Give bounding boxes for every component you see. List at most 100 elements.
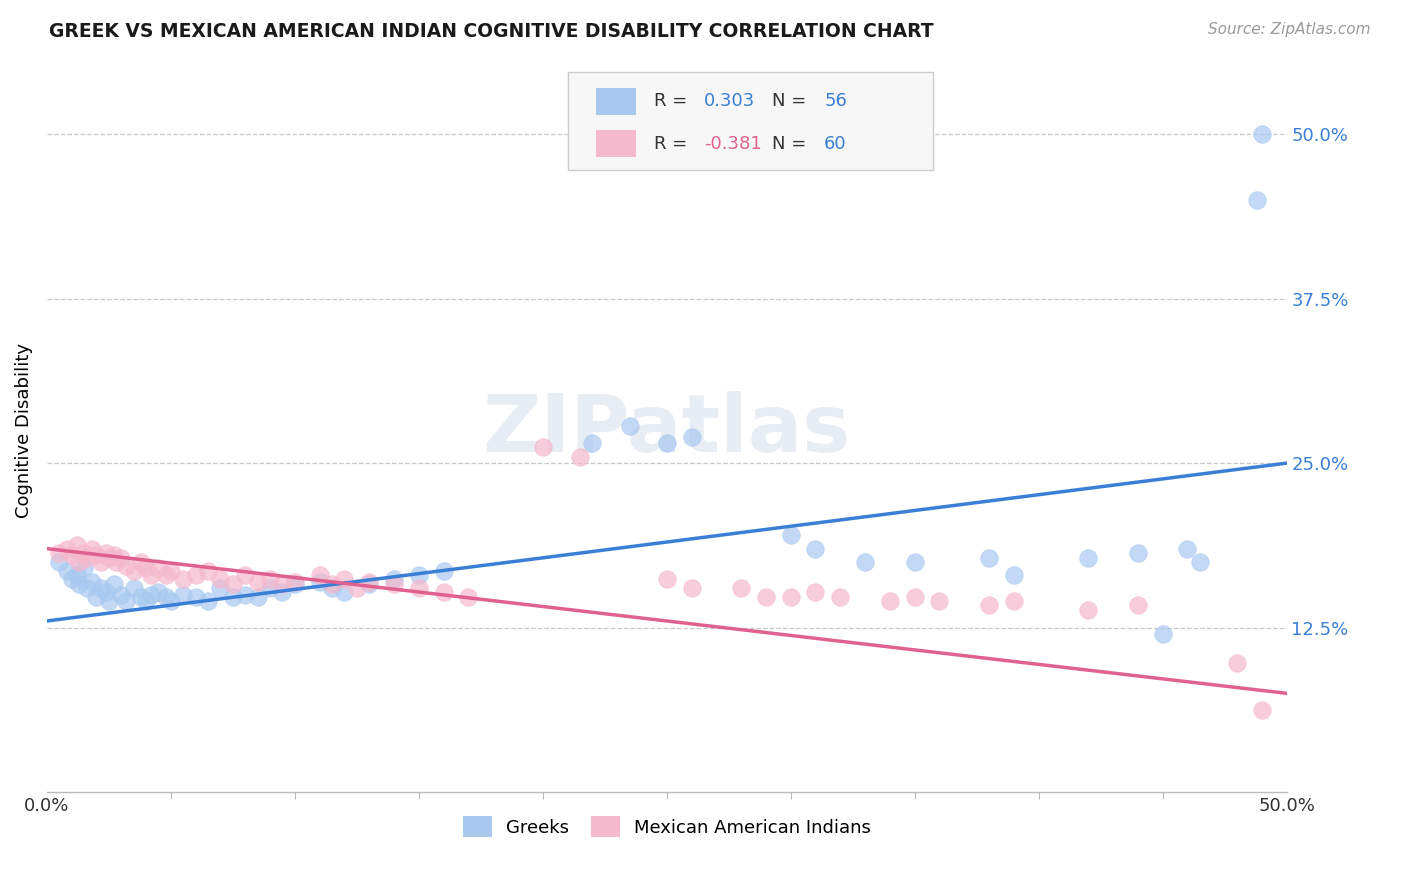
Point bbox=[904, 555, 927, 569]
Point bbox=[76, 550, 98, 565]
Point bbox=[655, 572, 678, 586]
Point bbox=[1250, 128, 1272, 142]
Point bbox=[382, 577, 405, 591]
Point bbox=[619, 419, 641, 434]
Point bbox=[432, 564, 454, 578]
Point bbox=[129, 555, 152, 569]
Point bbox=[581, 436, 603, 450]
Point bbox=[284, 577, 307, 591]
Point bbox=[80, 541, 103, 556]
Point bbox=[209, 581, 232, 595]
Y-axis label: Cognitive Disability: Cognitive Disability bbox=[15, 343, 32, 517]
Point bbox=[60, 572, 83, 586]
Point bbox=[382, 572, 405, 586]
Point bbox=[97, 594, 120, 608]
Point bbox=[1226, 656, 1249, 670]
Text: R =: R = bbox=[654, 135, 693, 153]
Point bbox=[97, 550, 120, 565]
Point bbox=[155, 568, 177, 582]
Point bbox=[333, 585, 356, 599]
Point bbox=[432, 585, 454, 599]
Point bbox=[209, 572, 232, 586]
Legend: Greeks, Mexican American Indians: Greeks, Mexican American Indians bbox=[456, 809, 879, 845]
Point bbox=[110, 550, 132, 565]
Point bbox=[110, 588, 132, 602]
Text: ZIPatlas: ZIPatlas bbox=[482, 392, 851, 469]
Point bbox=[1126, 545, 1149, 559]
Point bbox=[359, 574, 381, 589]
Point bbox=[60, 548, 83, 562]
Point bbox=[977, 598, 1000, 612]
Point bbox=[115, 594, 138, 608]
Point bbox=[1077, 603, 1099, 617]
Point bbox=[155, 591, 177, 605]
Point bbox=[96, 585, 118, 599]
Point bbox=[779, 528, 801, 542]
Point bbox=[139, 588, 162, 602]
Point bbox=[184, 591, 207, 605]
Point bbox=[804, 585, 827, 599]
Point bbox=[346, 581, 368, 595]
Point bbox=[66, 568, 89, 582]
Point bbox=[122, 564, 145, 578]
Point bbox=[853, 555, 876, 569]
Point bbox=[160, 594, 183, 608]
Point bbox=[1077, 550, 1099, 565]
Point bbox=[90, 581, 112, 595]
Point bbox=[830, 591, 852, 605]
Point bbox=[730, 581, 752, 595]
Point bbox=[135, 594, 157, 608]
Point bbox=[48, 555, 70, 569]
Point bbox=[1002, 594, 1025, 608]
Point bbox=[271, 585, 294, 599]
Point bbox=[233, 588, 256, 602]
Point bbox=[681, 581, 703, 595]
Point bbox=[308, 574, 330, 589]
Point bbox=[148, 585, 170, 599]
Text: R =: R = bbox=[654, 92, 693, 110]
Point bbox=[90, 555, 112, 569]
Point bbox=[197, 594, 219, 608]
Point bbox=[246, 591, 269, 605]
Point bbox=[122, 581, 145, 595]
Point bbox=[105, 555, 128, 569]
Point bbox=[359, 577, 381, 591]
Point bbox=[1152, 627, 1174, 641]
Point bbox=[66, 538, 89, 552]
Point bbox=[222, 591, 245, 605]
Point bbox=[184, 568, 207, 582]
Point bbox=[308, 568, 330, 582]
Point bbox=[1250, 703, 1272, 717]
Point bbox=[233, 568, 256, 582]
Point bbox=[48, 545, 70, 559]
Point bbox=[96, 545, 118, 559]
Point bbox=[222, 577, 245, 591]
Point bbox=[1188, 555, 1211, 569]
Point bbox=[1002, 568, 1025, 582]
Point bbox=[103, 577, 125, 591]
Point bbox=[755, 591, 778, 605]
Point bbox=[655, 436, 678, 450]
Point bbox=[681, 430, 703, 444]
Point bbox=[259, 572, 281, 586]
Text: 56: 56 bbox=[824, 92, 846, 110]
Point bbox=[1177, 541, 1199, 556]
Point bbox=[928, 594, 950, 608]
Point bbox=[86, 548, 108, 562]
FancyBboxPatch shape bbox=[568, 72, 934, 169]
Point bbox=[115, 558, 138, 573]
Point bbox=[73, 561, 96, 575]
Point bbox=[129, 591, 152, 605]
Text: -0.381: -0.381 bbox=[704, 135, 762, 153]
Point bbox=[172, 588, 194, 602]
Point bbox=[408, 581, 430, 595]
Point bbox=[804, 541, 827, 556]
Point bbox=[73, 545, 96, 559]
Point bbox=[333, 572, 356, 586]
Point bbox=[55, 541, 77, 556]
Point bbox=[271, 577, 294, 591]
Point bbox=[86, 591, 108, 605]
Point bbox=[408, 568, 430, 582]
Text: 60: 60 bbox=[824, 135, 846, 153]
Point bbox=[259, 581, 281, 595]
